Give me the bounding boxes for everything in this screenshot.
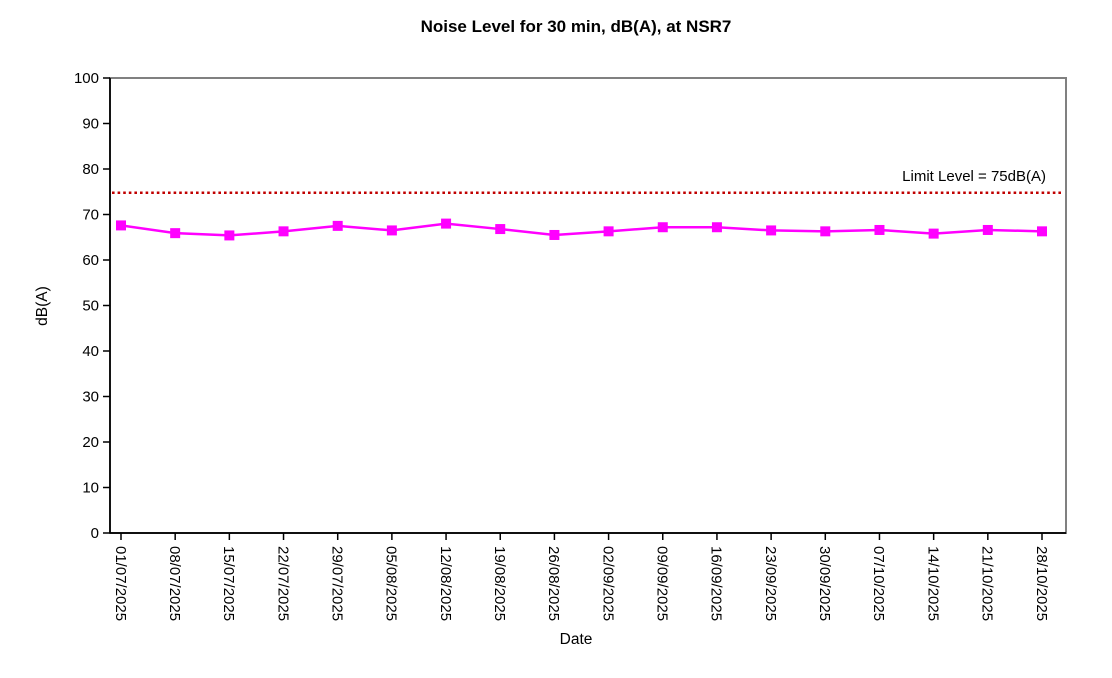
limit-level-label: Limit Level = 75dB(A) [902,168,1046,185]
data-point [711,222,722,233]
y-tick-label: 90 [82,116,99,133]
x-tick-label: 16/09/2025 [708,546,725,621]
y-tick-label: 80 [82,161,99,178]
y-tick-label: 50 [82,298,99,315]
x-tick-label: 30/09/2025 [816,546,833,621]
y-tick-label: 70 [82,207,99,224]
y-tick-label: 100 [74,70,99,87]
data-point [982,224,993,235]
y-tick-label: 0 [91,525,99,542]
x-tick-label: 01/07/2025 [112,546,129,621]
x-tick-label: 07/10/2025 [870,546,887,621]
x-tick-label: 26/08/2025 [545,546,562,621]
x-tick-label: 28/10/2025 [1033,546,1050,621]
plot-border [109,77,1067,534]
data-point [332,220,343,231]
x-tick-label: 23/09/2025 [762,546,779,621]
x-tick-label: 14/10/2025 [924,546,941,621]
data-point [820,226,831,237]
x-tick-label: 12/08/2025 [437,546,454,621]
x-tick-label: 15/07/2025 [220,546,237,621]
data-point [1037,226,1047,237]
x-tick-label: 09/09/2025 [654,546,671,621]
data-point [495,224,506,235]
y-tick-label: 10 [82,480,99,497]
data-point [928,228,939,239]
y-tick-label: 20 [82,434,99,451]
data-line [120,222,1043,237]
data-point [549,229,560,240]
y-tick-label: 30 [82,389,99,406]
y-tick-label: 60 [82,252,99,269]
x-tick-label: 02/09/2025 [599,546,616,621]
data-point [441,218,452,229]
x-tick-label: 21/10/2025 [979,546,996,621]
y-tick-label: 40 [82,343,99,360]
data-point [224,230,235,241]
data-point [603,226,614,237]
y-axis-title: dB(A) [34,286,51,326]
data-point [170,228,181,239]
x-tick-label: 08/07/2025 [166,546,183,621]
data-point [766,225,777,236]
data-point [278,226,289,237]
data-point [657,222,668,233]
x-tick-label: 19/08/2025 [491,546,508,621]
x-tick-label: 05/08/2025 [383,546,400,621]
x-tick-label: 29/07/2025 [328,546,345,621]
data-point [874,224,885,235]
data-point [116,220,126,231]
data-point [386,225,397,236]
x-tick-label: 22/07/2025 [274,546,291,621]
chart-title: Noise Level for 30 min, dB(A), at NSR7 [421,17,732,36]
x-axis-title: Date [560,631,593,648]
plot-area: 0 10 20 30 40 50 60 70 80 90 100 01/07/2025 08/07/20… [74,70,1067,621]
